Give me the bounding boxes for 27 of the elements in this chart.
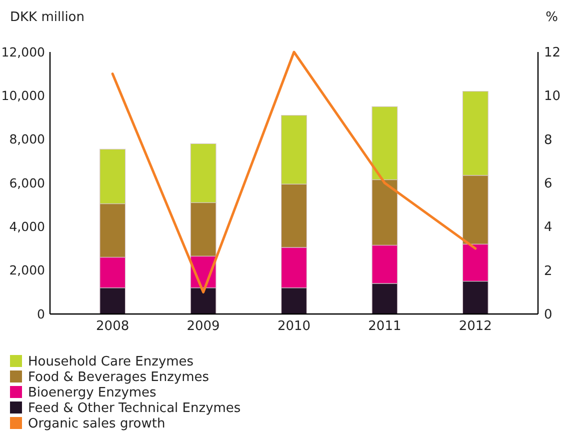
- y-axis-title: DKK million: [10, 10, 84, 25]
- legend-label: Feed & Other Technical Enzymes: [28, 401, 241, 416]
- y2-tick-label: 10: [544, 89, 561, 104]
- y2-tick-label: 6: [544, 176, 552, 192]
- y2-tick-label: 0: [544, 308, 552, 323]
- y2-tick-label: 12: [544, 46, 561, 61]
- x-tick-label: 2008: [96, 319, 130, 334]
- y2-tick-label: 4: [544, 220, 552, 236]
- y-tick-label: 10,000: [1, 88, 46, 104]
- legend-label: Bioenergy Enzymes: [28, 386, 157, 401]
- y-tick-label: 4,000: [9, 219, 46, 234]
- y-tick-label: 2,000: [9, 262, 46, 278]
- x-tick-label: 2009: [186, 319, 220, 334]
- y-tick-label: 0: [37, 306, 46, 322]
- x-tick-label: 2010: [277, 319, 311, 334]
- legend-label: Food & Beverages Enzymes: [28, 370, 210, 386]
- y2-tick-label: 8: [544, 132, 552, 148]
- y-tick-label: 12,000: [1, 44, 46, 60]
- x-tick-label: 2012: [458, 319, 492, 334]
- y2-axis-title: %: [546, 10, 558, 25]
- y-tick-label: 6,000: [9, 175, 46, 190]
- x-tick-label: 2011: [368, 319, 402, 334]
- legend-label: Household Care Enzymes: [28, 354, 194, 370]
- y-tick-label: 8,000: [9, 132, 46, 147]
- legend-label: Organic sales growth: [28, 416, 166, 432]
- y2-tick-label: 2: [544, 264, 552, 279]
- line-series: [111, 50, 477, 294]
